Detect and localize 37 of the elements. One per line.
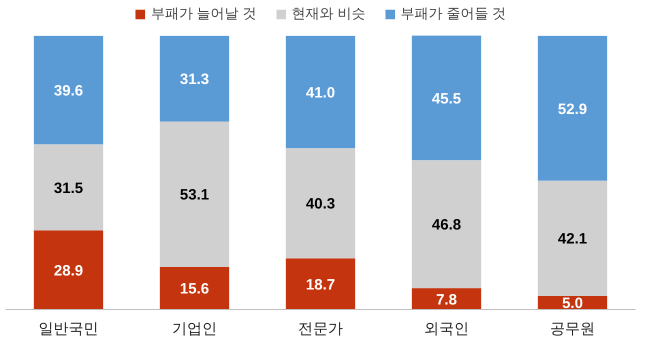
bar xyxy=(34,230,104,310)
legend-label: 부패가 늘어날 것 xyxy=(150,5,257,23)
bar xyxy=(286,36,356,148)
legend-label: 현재와 비슷 xyxy=(292,5,366,23)
bar xyxy=(34,144,104,230)
bar xyxy=(160,266,230,310)
x-tick-label: 외국인 xyxy=(424,320,469,338)
bar xyxy=(286,148,356,258)
bar xyxy=(538,36,608,181)
bar xyxy=(412,288,482,310)
data-label: 46.8 xyxy=(432,216,462,234)
bar xyxy=(286,258,356,310)
data-label: 15.6 xyxy=(180,280,210,298)
data-label: 52.9 xyxy=(558,100,588,118)
data-label: 31.5 xyxy=(54,180,84,197)
bar xyxy=(412,160,482,288)
data-label: 53.1 xyxy=(180,186,210,204)
x-tick-label: 기업인 xyxy=(172,320,217,338)
data-label: 39.6 xyxy=(54,82,84,100)
data-label: 31.3 xyxy=(180,71,210,88)
bar xyxy=(34,36,104,144)
data-label: 18.7 xyxy=(306,276,336,294)
bar xyxy=(160,122,230,267)
x-tick-label: 공무원 xyxy=(550,320,595,338)
data-label: 42.1 xyxy=(558,230,588,248)
data-label: 7.8 xyxy=(436,291,457,308)
data-label: 28.9 xyxy=(54,262,84,280)
data-label: 45.5 xyxy=(432,90,462,108)
x-tick-label: 전문가 xyxy=(298,320,343,338)
data-label: 40.3 xyxy=(306,196,336,213)
data-label: 41.0 xyxy=(306,84,336,102)
x-tick-label: 일반국민 xyxy=(38,320,98,338)
data-label: 5.0 xyxy=(562,295,583,312)
bar xyxy=(538,180,608,296)
bar xyxy=(412,36,482,160)
legend-label: 부패가 줄어들 것 xyxy=(400,5,506,23)
bar xyxy=(160,36,230,122)
